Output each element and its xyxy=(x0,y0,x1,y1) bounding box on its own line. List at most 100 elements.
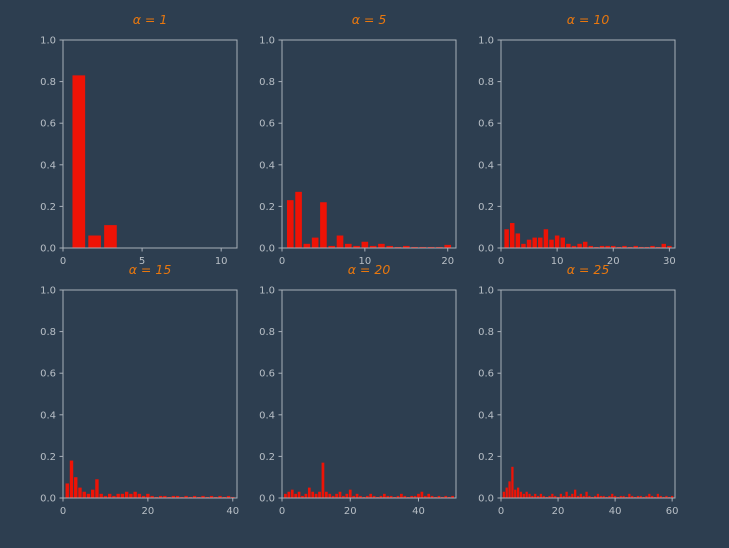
subplot-title: α = 15 xyxy=(128,262,172,277)
bar xyxy=(668,496,671,498)
bar xyxy=(294,493,298,498)
x-tick-label: 60 xyxy=(666,506,679,517)
y-tick-label: 1.0 xyxy=(478,286,494,297)
bar xyxy=(303,243,311,248)
bar xyxy=(451,495,454,498)
bar xyxy=(508,481,511,498)
bar xyxy=(307,487,311,498)
bar xyxy=(74,477,78,498)
y-tick-label: 0.6 xyxy=(40,119,56,130)
bar xyxy=(318,491,321,498)
bar xyxy=(201,495,205,498)
bar xyxy=(192,495,197,498)
bar xyxy=(406,496,410,498)
x-tick-label: 20 xyxy=(441,256,454,267)
bar xyxy=(594,246,599,248)
y-tick-label: 1.0 xyxy=(259,36,275,47)
bar xyxy=(661,243,667,248)
bar xyxy=(104,225,117,248)
bar xyxy=(528,493,531,498)
bar xyxy=(158,495,163,498)
y-tick-label: 0.0 xyxy=(478,244,494,255)
x-tick-label: 20 xyxy=(607,256,620,267)
bar xyxy=(72,75,86,248)
y-tick-label: 0.4 xyxy=(478,160,494,171)
bar xyxy=(519,491,523,498)
bar xyxy=(420,491,424,498)
x-tick-label: 30 xyxy=(663,256,676,267)
subplot-title: α = 1 xyxy=(132,12,168,27)
bar xyxy=(591,496,594,498)
bar xyxy=(593,495,597,498)
bar xyxy=(171,495,176,498)
bar xyxy=(129,493,133,498)
bar xyxy=(112,495,116,498)
bar xyxy=(214,496,218,498)
bar xyxy=(423,495,427,498)
bar xyxy=(336,235,344,248)
bar xyxy=(379,495,383,498)
bar xyxy=(605,245,610,248)
bar xyxy=(231,496,235,498)
bar xyxy=(511,466,514,498)
bar xyxy=(116,493,120,498)
bar xyxy=(576,495,580,498)
bar xyxy=(427,493,431,498)
subplot-title: α = 20 xyxy=(347,262,391,277)
bar xyxy=(180,496,184,498)
bar xyxy=(633,496,637,498)
bar xyxy=(287,491,291,498)
bar xyxy=(284,493,287,498)
bar xyxy=(636,495,640,498)
subplot-alpha-5: α = 5 0.0 0.2 0.4 0.6 0.8 1.0 0 10 20 xyxy=(237,6,466,274)
bar xyxy=(559,493,563,498)
y-tick-label: 0.8 xyxy=(478,327,494,338)
bar xyxy=(622,495,625,498)
subplot-plot: 0.0 0.2 0.4 0.6 0.8 1.0 0 5 10 xyxy=(40,36,238,267)
bar xyxy=(574,489,577,498)
bar xyxy=(69,460,74,498)
y-tick-label: 1.0 xyxy=(40,286,56,297)
x-tick-label: 0 xyxy=(60,256,66,267)
bar xyxy=(548,495,551,498)
subplot-title: α = 25 xyxy=(566,262,610,277)
bar xyxy=(133,491,137,498)
bar xyxy=(304,493,308,498)
bar xyxy=(342,495,345,498)
bar xyxy=(671,495,674,498)
bar xyxy=(91,489,95,498)
bar xyxy=(522,493,525,498)
bar xyxy=(410,495,414,498)
bar xyxy=(65,483,69,498)
subplot-plot: 0.0 0.2 0.4 0.6 0.8 1.0 0 10 20 30 xyxy=(478,36,676,268)
bar xyxy=(163,495,167,498)
bar xyxy=(651,495,654,498)
bar xyxy=(328,493,332,498)
x-tick-label: 10 xyxy=(215,256,228,267)
bar xyxy=(596,493,600,498)
x-tick-label: 0 xyxy=(279,506,285,517)
bar xyxy=(205,496,209,498)
y-tick-label: 0.0 xyxy=(478,494,494,505)
bar xyxy=(382,493,386,498)
bar xyxy=(362,496,366,498)
subplot-alpha-15: α = 15 0.0 0.2 0.4 0.6 0.8 1.0 0 20 40 xyxy=(18,256,247,524)
bar xyxy=(218,495,222,498)
bar xyxy=(588,495,591,498)
bar xyxy=(639,246,644,248)
bar xyxy=(352,495,356,498)
bar xyxy=(353,245,360,248)
bar xyxy=(413,495,417,498)
axes-spines xyxy=(281,39,457,249)
bar xyxy=(611,245,616,248)
bar xyxy=(389,495,393,498)
bar xyxy=(150,495,154,498)
y-tick-label: 0.2 xyxy=(40,452,56,463)
axes-spines xyxy=(500,39,676,249)
bar xyxy=(335,493,338,498)
bar xyxy=(662,496,665,498)
bar xyxy=(209,495,214,498)
bar xyxy=(99,493,103,498)
bar xyxy=(648,493,651,498)
axes-spines xyxy=(62,39,238,249)
